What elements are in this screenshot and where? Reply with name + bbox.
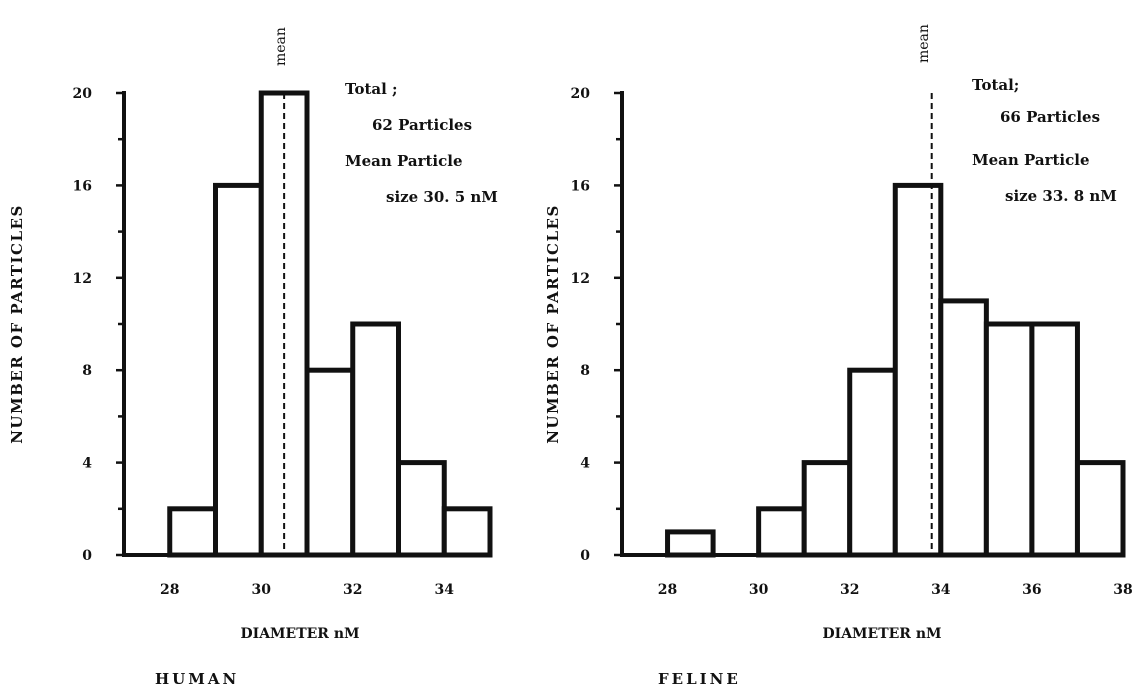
- feline-bar-36-37: [1029, 321, 1080, 558]
- feline-x-tick-label-30: 30: [749, 582, 769, 598]
- feline-y-tick-label-16: 16: [571, 178, 590, 194]
- feline-y-tick-label-8: 8: [580, 363, 590, 379]
- feline-bar-30-31: [756, 506, 807, 558]
- feline-y-tick-label-0: 0: [580, 548, 590, 564]
- human-annotation-particles: 62 Particles: [372, 116, 472, 134]
- human-plot-area: 0 4 8 12 16 20 28 30 32 34: [73, 86, 493, 598]
- human-y-tick-label-20: 20: [73, 86, 93, 102]
- feline-annotation-particles: 66 Particles: [1000, 108, 1100, 126]
- human-y-tick-label-0: 0: [82, 548, 92, 564]
- human-annotation-total: Total ;: [345, 80, 398, 98]
- human-x-tick-label-32: 32: [343, 582, 362, 598]
- human-bar-28-29: [167, 506, 218, 558]
- feline-plot-area: 0 4 8 12 16 20 28 30 32 34 36 38: [571, 86, 1133, 598]
- human-bar-31-32: [304, 367, 356, 558]
- feline-bar-34-35: [938, 298, 989, 558]
- human-y-tick-label-8: 8: [82, 363, 92, 379]
- human-annotation-size: size 30. 5 nM: [386, 188, 498, 206]
- feline-panel: NUMBER OF PARTICLES DIAMETER nM FELINE T…: [544, 24, 1133, 688]
- feline-annotation-mean-particle: Mean Particle: [972, 151, 1090, 169]
- feline-y-tick-label-4: 4: [580, 456, 590, 472]
- human-bar-32-33: [350, 321, 401, 558]
- human-panel-label: HUMAN: [155, 670, 239, 688]
- human-mean-label: mean: [273, 27, 289, 66]
- feline-x-axis-label: DIAMETER nM: [823, 626, 942, 642]
- feline-panel-label: FELINE: [658, 670, 741, 688]
- feline-bar-33-34: [892, 182, 944, 558]
- feline-bar-37-38: [1074, 460, 1126, 558]
- human-bar-34-35: [441, 506, 493, 558]
- feline-y-tick-label-20: 20: [571, 86, 591, 102]
- feline-bar-28-29: [665, 529, 716, 558]
- feline-x-tick-label-28: 28: [658, 582, 677, 598]
- feline-x-tick-label-32: 32: [840, 582, 859, 598]
- feline-bar-32-33: [847, 367, 898, 558]
- human-panel: NUMBER OF PARTICLES DIAMETER nM HUMAN To…: [8, 27, 498, 688]
- human-x-tick-label-28: 28: [160, 582, 179, 598]
- feline-x-tick-label-38: 38: [1113, 582, 1132, 598]
- feline-y-axis-label: NUMBER OF PARTICLES: [544, 204, 562, 444]
- human-bar-33-34: [396, 460, 447, 558]
- human-x-tick-label-30: 30: [252, 582, 272, 598]
- feline-bar-31-32: [801, 460, 853, 558]
- human-y-tick-label-4: 4: [82, 456, 92, 472]
- feline-x-tick-label-36: 36: [1022, 582, 1041, 598]
- human-bar-29-30: [213, 182, 264, 558]
- feline-mean-label: mean: [916, 24, 932, 63]
- human-x-axis-label: DIAMETER nM: [241, 626, 360, 642]
- feline-annotation-total: Total;: [972, 76, 1019, 94]
- feline-annotation-size: size 33. 8 nM: [1005, 187, 1117, 205]
- human-annotation-mean-particle: Mean Particle: [345, 152, 463, 170]
- feline-x-tick-label-34: 34: [931, 582, 951, 598]
- feline-y-tick-label-12: 12: [571, 271, 590, 287]
- human-y-axis-label: NUMBER OF PARTICLES: [8, 204, 26, 444]
- human-y-tick-label-12: 12: [73, 271, 92, 287]
- human-y-tick-label-16: 16: [73, 178, 92, 194]
- feline-bar-35-36: [983, 321, 1035, 558]
- human-x-tick-label-34: 34: [435, 582, 455, 598]
